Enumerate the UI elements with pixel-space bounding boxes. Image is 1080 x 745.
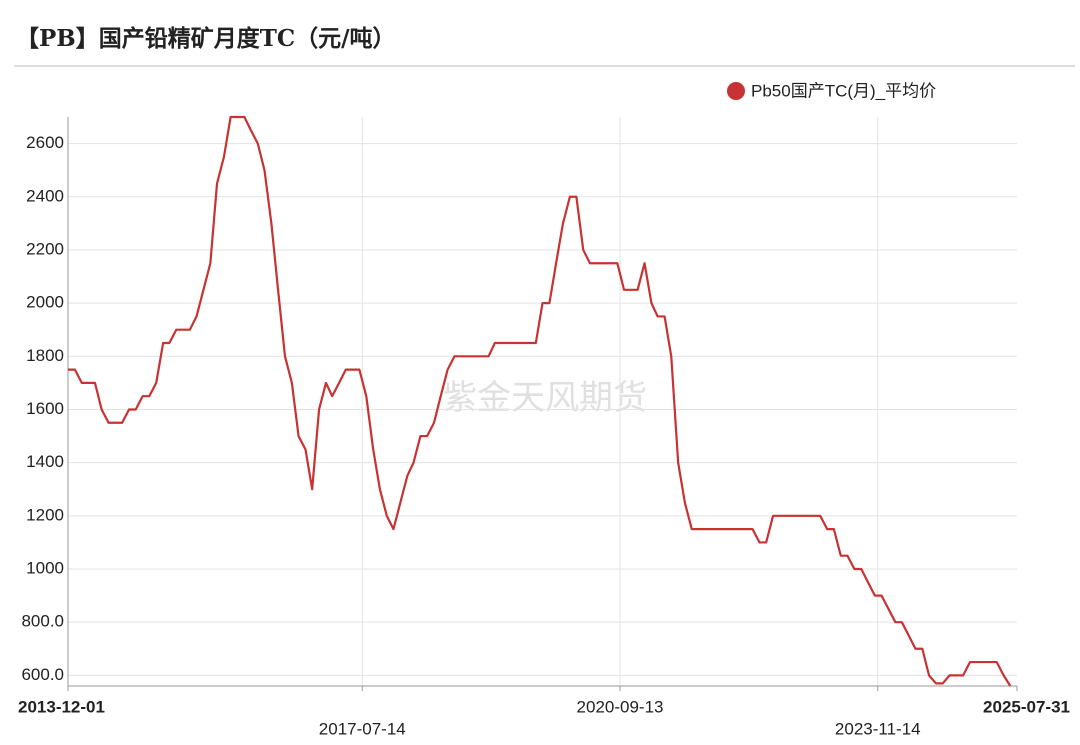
- y-tick-label: 1200: [26, 505, 64, 524]
- chart-title: 【PB】国产铅精矿月度TC（元/吨）: [16, 25, 396, 52]
- y-tick-label: 1400: [26, 452, 64, 471]
- x-tick-label: 2020-09-13: [577, 697, 664, 716]
- y-tick-label: 2200: [26, 239, 64, 258]
- x-tick-label: 2023-11-14: [835, 719, 921, 738]
- y-tick-label: 2600: [26, 133, 64, 152]
- x-tick-label: 2017-07-14: [319, 719, 406, 738]
- y-tick-label: 1000: [26, 558, 64, 577]
- y-tick-label: 2000: [26, 293, 64, 312]
- line: [68, 115, 1012, 687]
- legend-label: Pb50国产TC(月)_平均价: [751, 81, 936, 100]
- y-tick-label: 600.0: [21, 665, 64, 684]
- y-tick-label: 2400: [26, 186, 64, 205]
- y-tick-label: 1600: [26, 399, 64, 418]
- y-tick-label: 800.0: [21, 612, 64, 631]
- legend-marker: [727, 82, 745, 100]
- x-tick-label: 2013-12-01: [18, 697, 105, 716]
- y-tick-label: 1800: [26, 346, 64, 365]
- watermark: 紫金天风期货: [443, 379, 647, 417]
- x-tick-label: 2025-07-31: [983, 697, 1070, 716]
